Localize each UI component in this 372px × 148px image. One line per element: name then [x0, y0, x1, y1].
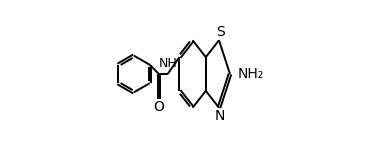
Text: NH: NH — [159, 57, 178, 70]
Text: O: O — [153, 100, 164, 114]
Text: N: N — [215, 109, 225, 123]
Text: NH₂: NH₂ — [238, 67, 264, 81]
Text: S: S — [217, 25, 225, 39]
